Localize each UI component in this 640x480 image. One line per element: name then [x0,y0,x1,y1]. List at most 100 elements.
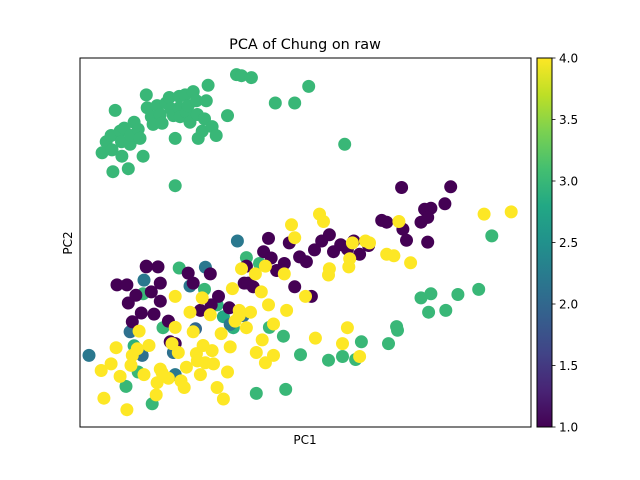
scatter-point [421,235,435,249]
scatter-point [472,282,486,296]
scatter-point [276,329,290,343]
scatter-point [151,260,165,274]
scatter-point [121,162,135,176]
scatter-point [299,255,313,269]
scatter-point [207,357,220,371]
scatter-point [183,305,197,319]
scatter-point [387,249,401,263]
colorbar-tick-label: 4.0 [559,51,578,65]
scatter-point [232,303,246,317]
scatter-point [139,88,153,102]
scatter-point [338,137,352,151]
scatter-point [279,382,293,396]
scatter-point [155,366,169,380]
colorbar [536,57,553,428]
scatter-point [317,215,330,228]
scatter-point [94,364,108,377]
scatter-point [288,231,302,245]
scatter-point [179,360,193,374]
scatter-point [421,210,435,224]
scatter-point [171,346,185,359]
x-axis-label: PC1 [293,433,316,447]
scatter-point [244,71,258,85]
scatter-point [97,391,111,405]
colorbar-ticks: 1.0 1.5 2.0 2.5 3.0 3.5 4.0 [552,51,578,434]
scatter-points [82,68,518,417]
scatter-point [190,354,204,368]
scatter-point [177,381,191,394]
scatter-point [108,103,122,117]
scatter-point [204,298,218,312]
scatter-point [136,149,150,163]
scatter-point [168,320,182,334]
scatter-point [153,276,167,290]
scatter-point [285,218,298,232]
scatter-point [302,79,316,93]
scatter-point [353,350,367,363]
scatter-point [106,165,120,179]
scatter-point [137,273,151,287]
y-axis-label: PC2 [61,231,75,254]
scatter-point [225,282,239,296]
scatter-point [444,180,458,194]
scatter-point [115,149,129,163]
scatter-point [186,325,200,339]
scatter-point [129,288,143,302]
scatter-point [214,327,228,341]
scatter-point [380,215,394,229]
scatter-point [113,369,127,383]
scatter-point [221,109,234,123]
scatter-point [404,256,418,270]
scatter-point [223,340,237,354]
scatter-point [195,291,209,305]
scatter-point [239,321,253,335]
scatter-point [195,124,209,138]
scatter-point [345,236,359,250]
scatter-point [477,207,491,221]
scatter-point [299,289,312,303]
scatter-point [168,131,182,145]
scatter-point [343,252,357,266]
scatter-point [340,321,354,335]
scatter-point [149,388,163,402]
colorbar-tick-label: 2.5 [559,236,578,250]
scatter-point [104,357,118,371]
colorbar-tick-label: 3.0 [559,174,578,188]
scatter-point [139,259,153,273]
scatter-point [205,344,219,358]
scatter-point [125,315,139,329]
scatter-point [262,231,275,245]
scatter-point [82,348,96,362]
scatter-point [294,348,307,362]
scatter-point [485,229,499,243]
scatter-point [249,386,263,400]
scatter-point [130,342,144,356]
scatter-point [216,392,230,406]
scatter-point [267,348,280,362]
scatter-point [244,305,257,319]
scatter-point [308,243,321,257]
scatter-point [322,268,335,282]
scatter-point [203,267,217,281]
scatter-point [308,331,322,345]
scatter-point [262,298,275,312]
scatter-point [277,267,291,281]
scatter-point [222,301,236,315]
scatter-point [186,276,200,290]
scatter-point [422,305,436,319]
scatter-point [95,146,109,160]
scatter-point [210,381,224,394]
scatter-point [336,337,349,351]
scatter-point [280,303,294,317]
scatter-point [144,285,158,299]
scatter-point [322,228,336,242]
scatter-point [424,287,438,301]
scatter-point [110,278,124,292]
scatter-point [230,234,244,248]
scatter-point [203,308,217,322]
scatter-point [277,257,291,270]
scatter-point [137,368,151,382]
scatter-point [189,94,203,108]
scatter-point [147,307,161,321]
scatter-point [109,341,123,355]
